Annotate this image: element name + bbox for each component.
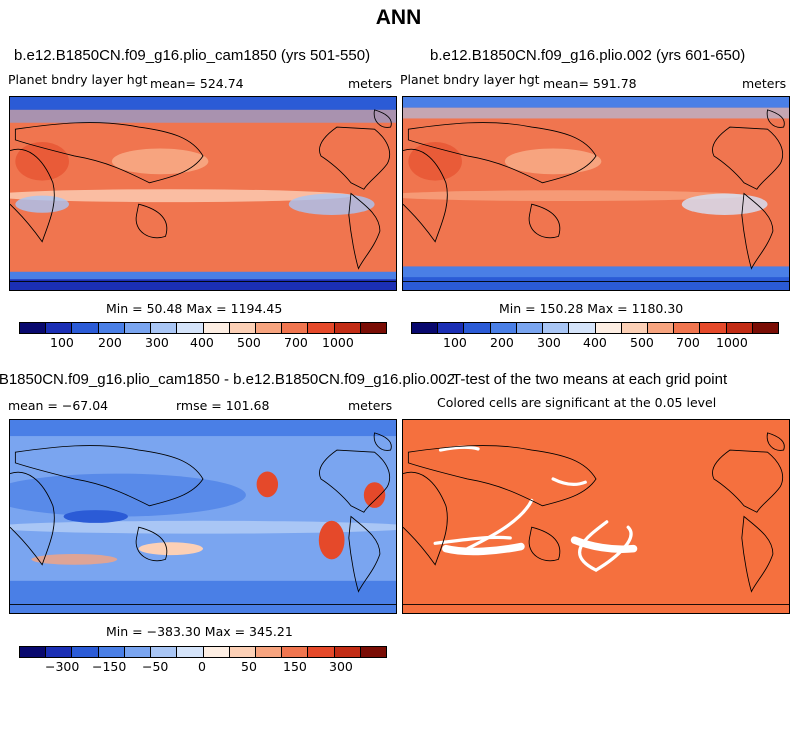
colorbar-swatch xyxy=(282,323,309,333)
panel2-tick-label: 300 xyxy=(537,335,561,350)
panel3-tick-label: −300 xyxy=(45,659,80,674)
colorbar-swatch xyxy=(543,323,570,333)
colorbar-swatch xyxy=(46,323,73,333)
colorbar-swatch xyxy=(360,323,387,333)
colorbar-swatch xyxy=(412,323,439,333)
colorbar-swatch xyxy=(203,647,230,657)
panel3-title-clip: b.e12.B1850CN.f09_g16.plio_cam1850 - b.e… xyxy=(0,371,455,391)
panel4-map xyxy=(402,419,790,614)
colorbar-swatch xyxy=(255,647,283,657)
colorbar-swatch xyxy=(177,647,204,657)
panel3-rmse: rmse = 101.68 xyxy=(176,398,270,413)
panel2-mean: mean= 591.78 xyxy=(543,76,637,91)
colorbar-swatch xyxy=(151,647,178,657)
colorbar-swatch xyxy=(124,647,152,657)
panel2-tick-label: 200 xyxy=(490,335,514,350)
panel1-variable: Planet bndry layer hgt xyxy=(8,72,148,87)
panel1-map xyxy=(9,96,397,291)
colorbar-swatch xyxy=(334,647,361,657)
panel2-tick-label: 500 xyxy=(630,335,654,350)
colorbar-swatch xyxy=(46,647,73,657)
panel3-units: meters xyxy=(348,398,393,413)
panel2-tick-label: 400 xyxy=(583,335,607,350)
panel1-title: b.e12.B1850CN.f09_g16.plio_cam1850 (yrs … xyxy=(14,47,371,64)
colorbar-swatch xyxy=(20,647,47,657)
colorbar-swatch xyxy=(360,647,387,657)
panel3-map xyxy=(9,419,397,614)
panel2-units: meters xyxy=(742,76,787,91)
panel3-tick-label: 300 xyxy=(329,659,353,674)
colorbar-swatch xyxy=(124,323,152,333)
panel1-colorbar xyxy=(19,322,387,334)
colorbar-swatch xyxy=(229,323,256,333)
colorbar-swatch xyxy=(752,323,779,333)
page-title: ANN xyxy=(375,6,422,29)
panel3-tick-label: 150 xyxy=(283,659,307,674)
panel2-variable: Planet bndry layer hgt xyxy=(400,72,540,87)
panel1-tick-label: 200 xyxy=(98,335,122,350)
panel2-title: b.e12.B1850CN.f09_g16.plio.002 (yrs 601-… xyxy=(430,47,746,64)
panel1-tick-label: 400 xyxy=(190,335,214,350)
colorbar-swatch xyxy=(308,647,335,657)
colorbar-swatch xyxy=(72,647,99,657)
colorbar-swatch xyxy=(98,647,125,657)
panel3-tick-label: −150 xyxy=(92,659,127,674)
colorbar-swatch xyxy=(334,323,361,333)
colorbar-swatch xyxy=(674,323,701,333)
panel3-colorbar xyxy=(19,646,387,658)
panel1-tick-label: 500 xyxy=(237,335,261,350)
panel3-mean: mean = −67.04 xyxy=(8,398,109,413)
panel2-colorbar xyxy=(411,322,779,334)
colorbar-swatch xyxy=(72,323,99,333)
panel2-tick-label: 1000 xyxy=(716,335,748,350)
colorbar-swatch xyxy=(490,323,517,333)
panel1-mean: mean= 524.74 xyxy=(150,76,244,91)
panel3-tick-label: −50 xyxy=(142,659,169,674)
panel4-subtitle: Colored cells are significant at the 0.0… xyxy=(437,395,717,410)
panel2-map xyxy=(402,96,790,291)
panel3-tick-label: 50 xyxy=(241,659,257,674)
panel2-minmax: Min = 150.28 Max = 1180.30 xyxy=(499,301,684,316)
panel3-title: b.e12.B1850CN.f09_g16.plio_cam1850 - b.e… xyxy=(0,371,455,388)
colorbar-swatch xyxy=(726,323,753,333)
panel2-tick-label: 700 xyxy=(676,335,700,350)
panel1-tick-label: 300 xyxy=(145,335,169,350)
colorbar-swatch xyxy=(255,323,283,333)
panel3-minmax: Min = −383.30 Max = 345.21 xyxy=(106,624,293,639)
colorbar-swatch xyxy=(595,323,622,333)
colorbar-swatch xyxy=(229,647,256,657)
panel2-tick-label: 100 xyxy=(443,335,467,350)
panel1-tick-label: 1000 xyxy=(322,335,354,350)
panel3-tick-label: 0 xyxy=(198,659,206,674)
colorbar-swatch xyxy=(647,323,675,333)
colorbar-swatch xyxy=(516,323,544,333)
colorbar-swatch xyxy=(569,323,596,333)
panel1-tick-label: 100 xyxy=(50,335,74,350)
panel1-units: meters xyxy=(348,76,393,91)
colorbar-swatch xyxy=(282,647,309,657)
colorbar-swatch xyxy=(308,323,335,333)
colorbar-swatch xyxy=(151,323,178,333)
colorbar-swatch xyxy=(464,323,491,333)
colorbar-swatch xyxy=(177,323,204,333)
panel1-minmax: Min = 50.48 Max = 1194.45 xyxy=(106,301,283,316)
colorbar-swatch xyxy=(621,323,648,333)
colorbar-swatch xyxy=(438,323,465,333)
panel1-tick-label: 700 xyxy=(284,335,308,350)
colorbar-swatch xyxy=(98,323,125,333)
colorbar-swatch xyxy=(20,323,47,333)
colorbar-swatch xyxy=(700,323,727,333)
panel4-title: T-test of the two means at each grid poi… xyxy=(452,371,728,388)
colorbar-swatch xyxy=(203,323,230,333)
